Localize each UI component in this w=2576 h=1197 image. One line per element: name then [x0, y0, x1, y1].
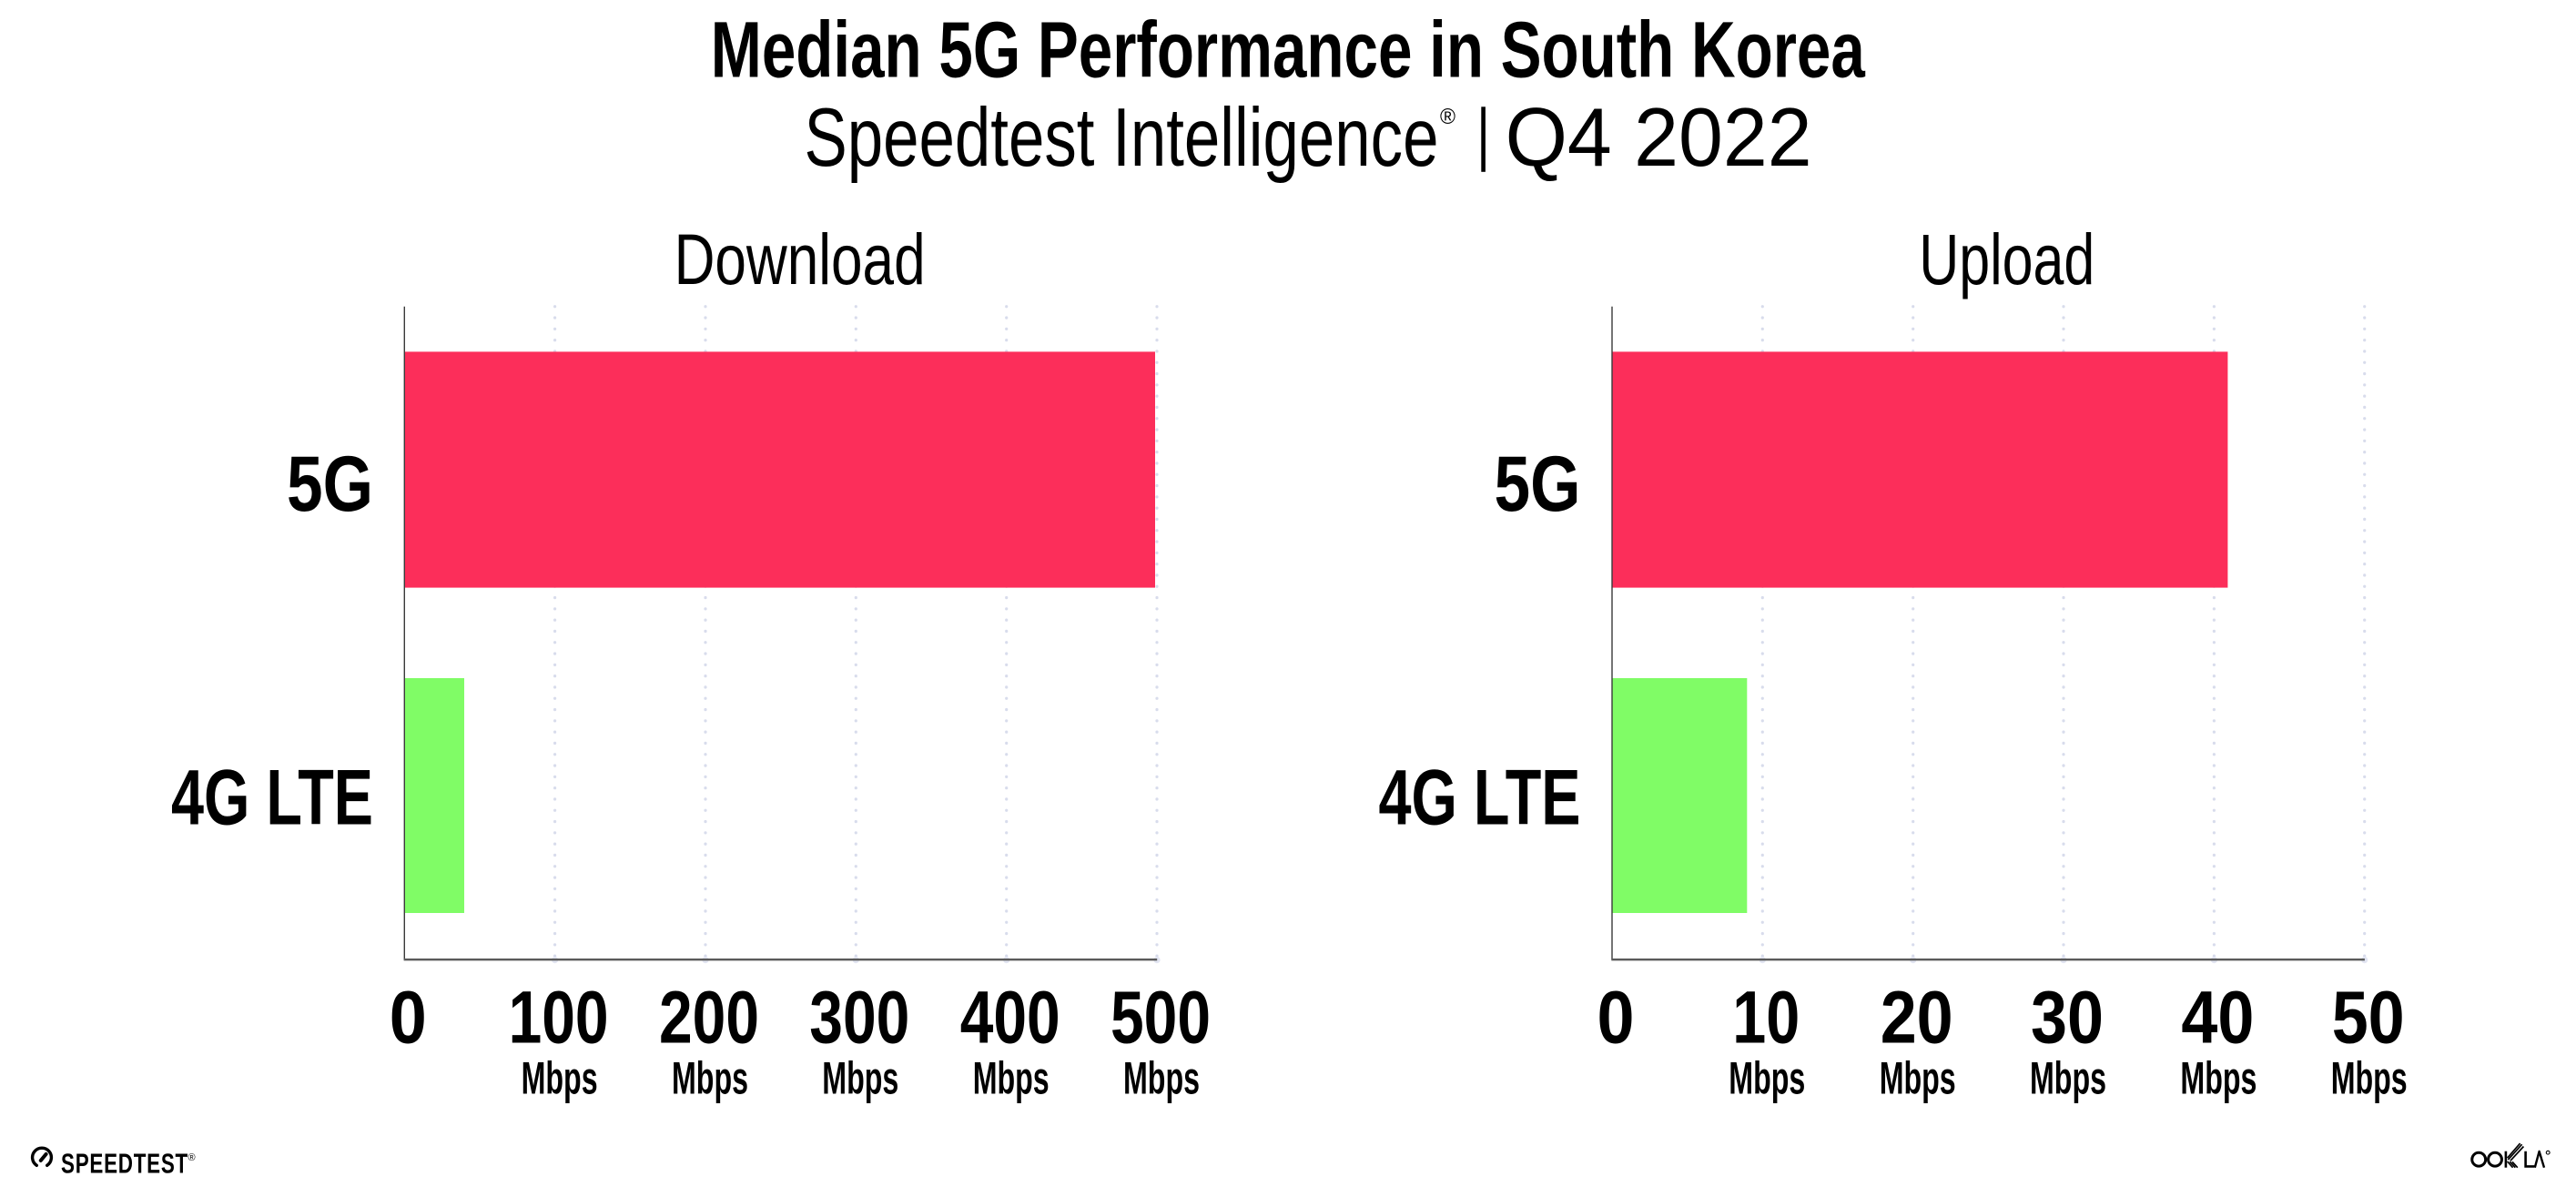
svg-text:Upload: Upload [1919, 218, 2094, 299]
svg-text:0: 0 [1597, 977, 1635, 1060]
svg-text:Mbps: Mbps [1729, 1053, 1805, 1104]
svg-text:30: 30 [2031, 977, 2104, 1060]
svg-text:Q4 2022: Q4 2022 [1506, 92, 1812, 184]
svg-text:SPEEDTEST: SPEEDTEST [61, 1148, 188, 1179]
svg-text:Mbps: Mbps [1880, 1053, 1956, 1104]
svg-text:Download: Download [674, 218, 926, 299]
svg-text:Mbps: Mbps [2030, 1053, 2106, 1104]
svg-text:400: 400 [960, 977, 1060, 1060]
svg-text:Mbps: Mbps [973, 1053, 1050, 1104]
svg-text:4G LTE: 4G LTE [171, 754, 373, 841]
svg-text:0: 0 [390, 977, 427, 1060]
svg-text:200: 200 [659, 977, 759, 1060]
svg-text:®: ® [188, 1152, 196, 1163]
svg-text:Speedtest Intelligence: Speedtest Intelligence [805, 92, 1439, 184]
svg-text:300: 300 [809, 977, 909, 1060]
svg-text:Mbps: Mbps [522, 1053, 598, 1104]
svg-text:Mbps: Mbps [2180, 1053, 2257, 1104]
svg-text:50: 50 [2332, 977, 2405, 1060]
svg-text:Mbps: Mbps [672, 1053, 748, 1104]
svg-text:®: ® [1440, 105, 1455, 129]
svg-text:Mbps: Mbps [822, 1053, 898, 1104]
svg-text:Median 5G Performance in South: Median 5G Performance in South Korea [711, 6, 1865, 95]
svg-text:4G LTE: 4G LTE [1379, 754, 1581, 841]
svg-text:40: 40 [2181, 977, 2254, 1060]
svg-text:20: 20 [1881, 977, 1953, 1060]
svg-text:10: 10 [1732, 977, 1800, 1060]
svg-text:5G: 5G [287, 441, 373, 528]
svg-text:5G: 5G [1495, 441, 1581, 528]
svg-text:100: 100 [509, 977, 609, 1060]
svg-text:500: 500 [1111, 977, 1211, 1060]
svg-text:Mbps: Mbps [1123, 1053, 1200, 1104]
svg-text:Mbps: Mbps [2331, 1053, 2408, 1104]
